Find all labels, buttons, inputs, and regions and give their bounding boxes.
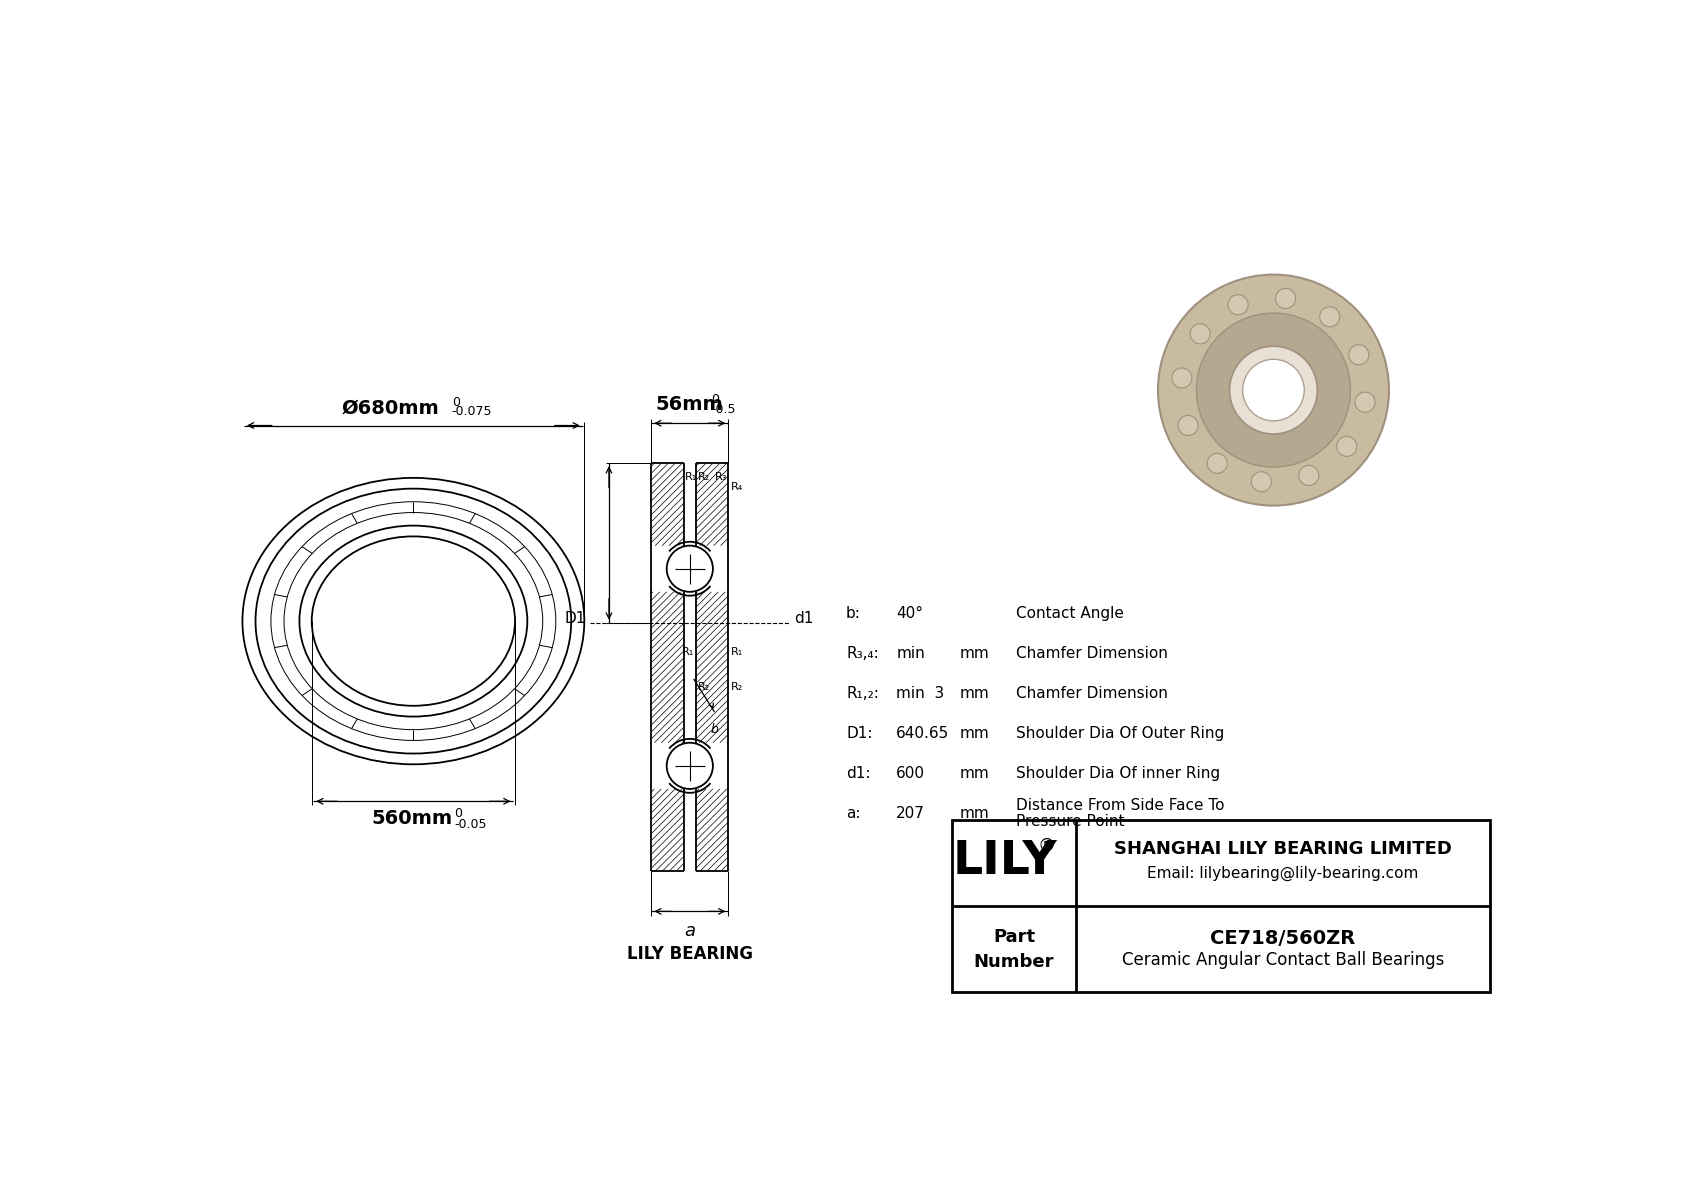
Circle shape: [1196, 313, 1351, 467]
Text: 0: 0: [451, 395, 460, 409]
Text: Contact Angle: Contact Angle: [1015, 606, 1123, 621]
Circle shape: [1320, 307, 1340, 326]
Text: b: b: [711, 723, 719, 736]
Circle shape: [1275, 288, 1295, 308]
Text: mm: mm: [960, 766, 990, 781]
Text: ®: ®: [1037, 837, 1056, 855]
Text: SHANGHAI LILY BEARING LIMITED: SHANGHAI LILY BEARING LIMITED: [1113, 840, 1452, 858]
Circle shape: [1229, 347, 1317, 434]
Text: d1: d1: [793, 611, 813, 626]
Circle shape: [1179, 416, 1197, 436]
Text: Ø680mm: Ø680mm: [342, 399, 440, 418]
Text: a:: a:: [845, 806, 861, 821]
Text: 560mm: 560mm: [370, 809, 453, 828]
Text: CE718/560ZR: CE718/560ZR: [1211, 929, 1356, 948]
Text: R₃: R₃: [714, 473, 727, 482]
Text: D1:: D1:: [845, 727, 872, 741]
Bar: [953, 819, 1490, 992]
Text: 640.65: 640.65: [896, 727, 950, 741]
Text: R₁: R₁: [682, 647, 694, 657]
Text: 207: 207: [896, 806, 925, 821]
Text: R₄: R₄: [731, 482, 743, 493]
Text: Part
Number: Part Number: [973, 928, 1054, 971]
Text: mm: mm: [960, 686, 990, 701]
Circle shape: [1337, 436, 1357, 456]
Circle shape: [1172, 368, 1192, 388]
Text: 56mm: 56mm: [657, 395, 724, 414]
Text: Ceramic Angular Contact Ball Bearings: Ceramic Angular Contact Ball Bearings: [1122, 950, 1443, 969]
Circle shape: [1207, 454, 1228, 473]
Text: D1: D1: [564, 611, 586, 626]
Circle shape: [1159, 275, 1389, 506]
Text: Distance From Side Face To: Distance From Side Face To: [1015, 798, 1224, 813]
Circle shape: [1298, 466, 1319, 486]
Text: Email: lilybearing@lily-bearing.com: Email: lilybearing@lily-bearing.com: [1147, 866, 1418, 881]
Text: R₂: R₂: [731, 681, 743, 692]
Circle shape: [1191, 324, 1211, 344]
Text: R₂: R₂: [699, 473, 711, 482]
Circle shape: [1243, 360, 1305, 420]
Text: min: min: [896, 646, 925, 661]
Text: a: a: [684, 922, 695, 940]
Text: -0.5: -0.5: [711, 403, 736, 416]
Text: -0.075: -0.075: [451, 405, 492, 418]
Text: min  3: min 3: [896, 686, 945, 701]
Text: R₂: R₂: [699, 681, 711, 692]
Text: -0.05: -0.05: [455, 818, 487, 831]
Circle shape: [1251, 472, 1271, 492]
Text: R₁,₂:: R₁,₂:: [845, 686, 879, 701]
Text: mm: mm: [960, 806, 990, 821]
Text: mm: mm: [960, 727, 990, 741]
Text: Pressure Point: Pressure Point: [1015, 813, 1123, 829]
Text: Shoulder Dia Of inner Ring: Shoulder Dia Of inner Ring: [1015, 766, 1219, 781]
Text: mm: mm: [960, 646, 990, 661]
Text: R₁: R₁: [731, 647, 743, 657]
Circle shape: [1349, 344, 1369, 364]
Text: Shoulder Dia Of Outer Ring: Shoulder Dia Of Outer Ring: [1015, 727, 1224, 741]
Text: Chamfer Dimension: Chamfer Dimension: [1015, 686, 1167, 701]
Circle shape: [1228, 294, 1248, 314]
Text: LILY: LILY: [953, 838, 1058, 884]
Text: d1:: d1:: [845, 766, 871, 781]
Text: 600: 600: [896, 766, 925, 781]
Text: 0: 0: [455, 807, 461, 821]
Text: 40°: 40°: [896, 606, 923, 621]
Text: b:: b:: [845, 606, 861, 621]
Circle shape: [1356, 392, 1376, 412]
Text: Chamfer Dimension: Chamfer Dimension: [1015, 646, 1167, 661]
Text: LILY BEARING: LILY BEARING: [626, 946, 753, 964]
Text: 0: 0: [711, 393, 719, 406]
Text: R₁: R₁: [685, 473, 697, 482]
Text: R₃,₄:: R₃,₄:: [845, 646, 879, 661]
